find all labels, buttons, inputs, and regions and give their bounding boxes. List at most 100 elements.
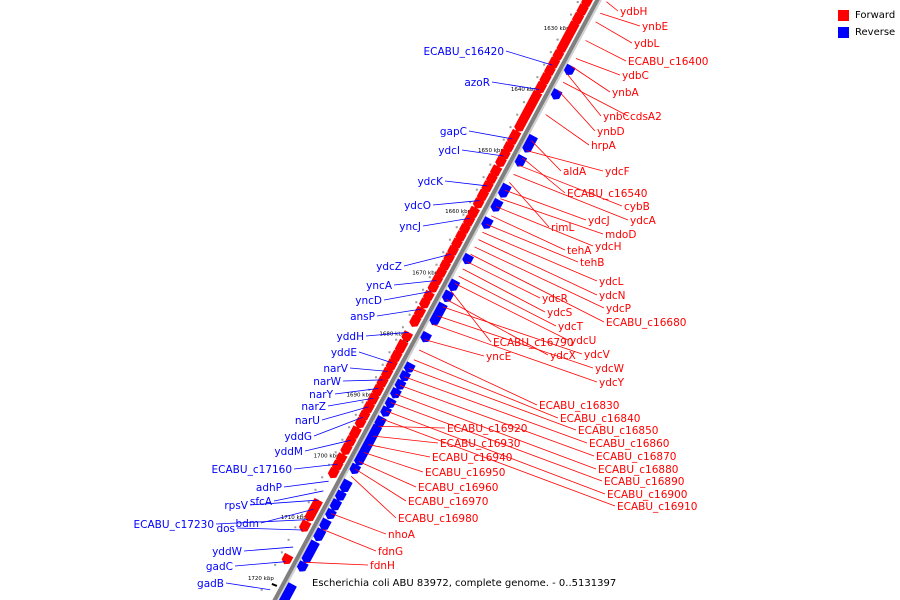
axis-dot [267,576,270,579]
gene-label-narY: narY [309,389,333,401]
gene-label-yddH: yddH [337,331,364,343]
label-leader-lines [215,1,641,591]
leader-line [365,331,409,337]
gene-label-ydcH: ydcH [595,241,622,253]
leader-line [249,499,319,506]
axis-tick-label: 1640 kbp [511,87,537,93]
axis-tick-label: 1720 kbp [248,576,274,582]
gene-gapC [522,133,538,153]
gene-rpsV [329,497,343,511]
gene-label-ynbC: ynbC [603,111,630,123]
axis-dot [435,263,438,266]
axis-tick-label: 1700 kbp [314,454,340,460]
axis-dot [354,413,357,416]
axis-dot [489,163,492,166]
axis-dot [549,51,552,54]
gene-label-ECABU_c16980: ECABU_c16980 [398,513,478,525]
gene-label-azoR: azoR [464,77,490,89]
axis-tick-label: 1660 kbp [445,209,471,215]
leader-line [358,351,393,364]
gene-label-fdnH: fdnH [370,560,395,572]
gene-ECABU_c17230 [319,517,332,531]
gene-fdnG [298,519,312,532]
axis-dot [569,13,572,16]
axis-dot [381,363,384,366]
gene-cybB [495,155,507,168]
axis-dot [341,438,344,441]
gene-label-hrpA: hrpA [591,140,617,152]
gene-label-ECABU_c16960: ECABU_c16960 [418,482,498,494]
gene-label-ECABU_c16970: ECABU_c16970 [408,496,488,508]
gene-label-ydcX: ydcX [550,350,576,362]
axis-dot [462,213,465,216]
leader-line [432,200,480,206]
axis-dot [260,588,263,591]
gene-label-yncA: yncA [366,280,393,292]
gene-yddH [420,330,433,343]
axis-dot [401,326,404,329]
axis-dot [496,151,499,154]
leader-line [381,418,616,507]
gene-label-ECABU_c16850: ECABU_c16850 [578,425,658,437]
reverse-swatch [838,27,849,38]
leader-line [273,490,324,502]
gene-ydcH [472,197,485,209]
gene-label-ydbC: ydbC [622,70,649,82]
leader-line [322,528,377,552]
leader-line [243,546,294,552]
gene-fdnH [281,552,294,565]
gene-label-ydcT: ydcT [558,321,584,333]
leader-line [358,461,417,488]
leader-line [390,402,603,482]
leader-line [321,406,369,421]
gene-label-ECABU_c16910: ECABU_c16910 [617,501,697,513]
axis-dot [395,338,398,341]
gene-bdm [325,507,337,520]
gene-ydcZ [462,252,475,265]
gene-label-tehB: tehB [580,257,604,269]
gene-label-cybB: cybB [624,201,650,213]
gene-ydcY [409,314,422,327]
leader-line [304,439,351,452]
gene-label-ECABU_c16680: ECABU_c16680 [606,317,686,329]
leader-line [470,253,605,323]
leader-line [386,410,606,495]
forward-swatch [838,10,849,21]
axis-dot [509,126,512,129]
leader-line [293,463,338,470]
gene-label-ECABU_c16420: ECABU_c16420 [424,46,504,58]
gene-label-aldA: aldA [563,166,587,178]
axis-dot [576,1,579,4]
leader-line [403,253,451,267]
gene-label-ECABU_c16920: ECABU_c16920 [447,423,527,435]
gene-label-yddG: yddG [284,431,312,443]
gene-label-ydcO: ydcO [404,200,431,212]
leader-line [368,444,431,458]
gene-label-ydcF: ydcF [605,166,630,178]
gene-label-yddM: yddM [274,446,303,458]
axis-shadow [275,0,603,600]
axis-dot [415,301,418,304]
leader-line [424,339,485,357]
axis-dot [469,201,472,204]
axis-dot [448,238,451,241]
leader-line [466,261,541,299]
leader-line [486,223,579,263]
axis-dot [375,376,377,379]
gene-label-yncD: yncD [355,295,382,307]
axis-tick-label: 1670 kbp [412,270,438,276]
gene-label-ydcV: ydcV [584,349,611,361]
gene-gadC [296,560,309,572]
gene-label-gadB: gadB [197,578,224,590]
gene-label-ydcI: ydcI [438,145,460,157]
gene-yncE [401,330,414,342]
leader-line [518,164,623,207]
gene-label-narW: narW [313,376,341,388]
gene-label-yncJ: yncJ [399,221,421,233]
leader-line [585,40,627,62]
leader-line [491,81,540,90]
gene-label-narZ: narZ [301,401,326,413]
gene-label-ydcP: ydcP [606,303,631,315]
gene-label-ydcA: ydcA [630,215,657,227]
gene-label-dos: dos [216,523,235,535]
